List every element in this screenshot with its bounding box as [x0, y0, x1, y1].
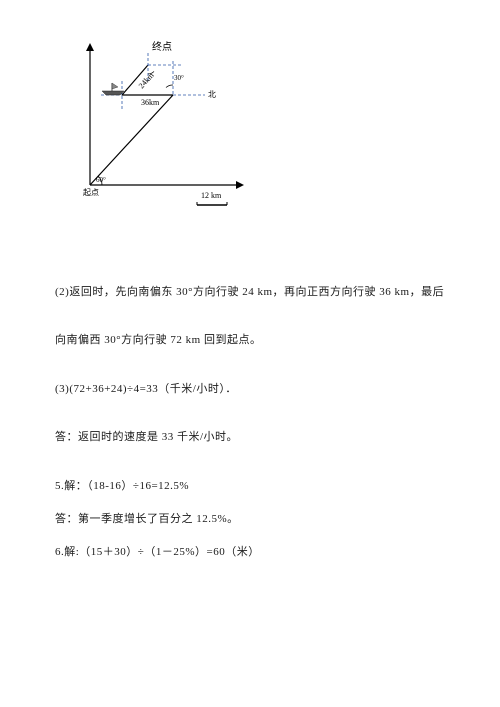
origin-label: 起点 — [83, 188, 99, 197]
east-label: 北 — [208, 90, 216, 99]
para-5ans: 答：第一季度增长了百分之 12.5%。 — [55, 512, 445, 527]
para-2: (2)返回时，先向南偏东 30°方向行驶 24 km，再向正西方向行驶 36 k… — [55, 285, 445, 300]
solution-text: (2)返回时，先向南偏东 30°方向行驶 24 km，再向正西方向行驶 36 k… — [55, 285, 445, 561]
angle30-label: 30° — [174, 74, 184, 82]
route-diagram: 12 km 起点 终点 北 60° 30° 36km 24km — [55, 35, 445, 230]
document-page: 12 km 起点 终点 北 60° 30° 36km 24km (2)返回时，先… — [0, 0, 500, 707]
boat-icon — [102, 83, 124, 95]
para-3ans: 答：返回时的速度是 33 千米/小时。 — [55, 430, 445, 445]
para-6: 6.解:（15＋30）÷（1－25%）=60（米） — [55, 545, 445, 560]
diagram-svg: 12 km 起点 终点 北 60° 30° 36km 24km — [55, 35, 255, 230]
label-36km: 36km — [141, 98, 160, 107]
angle60-label: 60° — [96, 176, 106, 184]
para-5: 5.解：（18-16）÷16=12.5% — [55, 479, 445, 494]
segment-72km — [90, 95, 173, 185]
scale-label: 12 km — [201, 191, 222, 200]
angle30-arc — [166, 85, 173, 88]
para-3: (3)(72+36+24)÷4=33（千米/小时）． — [55, 382, 445, 397]
label-24km: 24km — [137, 70, 156, 90]
scale-bar: 12 km — [197, 191, 227, 205]
end-label: 终点 — [152, 40, 172, 53]
para-2b: 向南偏西 30°方向行驶 72 km 回到起点。 — [55, 333, 445, 348]
